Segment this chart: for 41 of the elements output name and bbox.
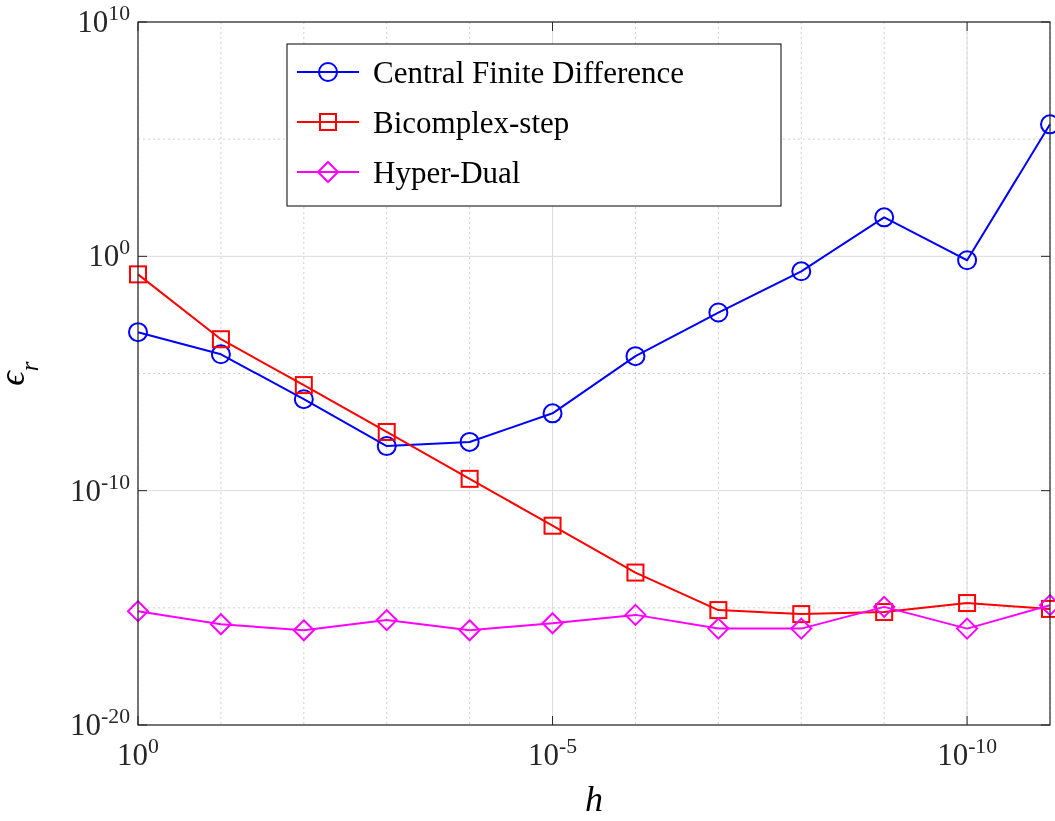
- point: [624, 603, 647, 626]
- point: [209, 613, 232, 636]
- point: [790, 617, 813, 640]
- point: [709, 601, 728, 620]
- point: [956, 617, 979, 640]
- point: [791, 261, 812, 282]
- point: [708, 302, 729, 323]
- point: [958, 594, 977, 613]
- point: [375, 609, 398, 632]
- point: [874, 207, 895, 228]
- point: [458, 619, 481, 642]
- point: [129, 265, 147, 284]
- point: [707, 617, 730, 640]
- point: [792, 605, 811, 624]
- point: [873, 595, 896, 618]
- point: [625, 346, 646, 367]
- legend-label: Bicomplex-step: [373, 105, 570, 140]
- y-tick-label: 10$^{-10}$: [70, 469, 131, 508]
- point: [292, 619, 315, 642]
- point: [377, 422, 396, 441]
- point: [460, 469, 479, 488]
- point: [459, 431, 480, 452]
- legend-label: Central Finite Difference: [373, 55, 685, 90]
- x-tick-label: 10$^{-10}$: [937, 734, 998, 772]
- point: [210, 344, 231, 365]
- y-tick-label: 10$^{0}$: [88, 235, 131, 274]
- point: [294, 376, 313, 395]
- point: [542, 403, 563, 424]
- point: [128, 322, 148, 343]
- point: [293, 389, 314, 410]
- y-tick-label: 10$^{10}$: [77, 1, 131, 39]
- x-tick-label: 10$^{-5}$: [528, 734, 578, 772]
- point: [211, 330, 230, 349]
- x-axis-title: h: [585, 779, 603, 819]
- legend-label: Hyper-Dual: [373, 155, 521, 190]
- point: [127, 600, 149, 623]
- point: [626, 563, 645, 582]
- point: [543, 516, 562, 535]
- point: [376, 436, 397, 457]
- point: [957, 250, 978, 271]
- point: [541, 612, 564, 635]
